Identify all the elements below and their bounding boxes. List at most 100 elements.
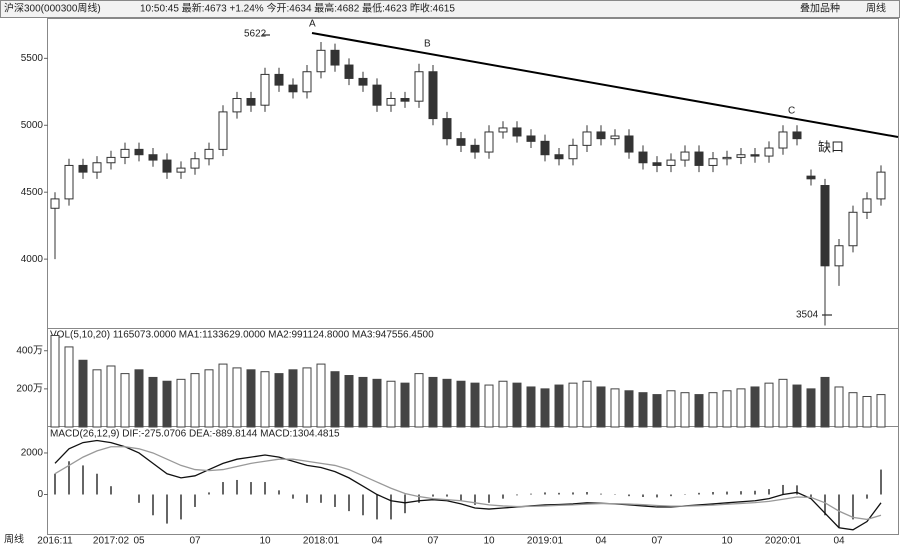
- y-tick-label: 5500: [21, 53, 44, 64]
- volume-bar: [106, 365, 116, 428]
- x-tick-label: 2020:01: [765, 536, 802, 547]
- y-tick-label: 200万: [16, 384, 43, 395]
- volume-bar: [302, 367, 312, 428]
- candle-body: [470, 144, 480, 153]
- candle-body: [596, 131, 606, 140]
- candle-body: [722, 156, 732, 160]
- volume-bar: [624, 390, 634, 428]
- candle-body: [764, 147, 774, 157]
- candle-body: [708, 158, 718, 166]
- candle-body: [260, 73, 270, 106]
- volume-bar: [372, 378, 382, 428]
- volume-bar: [526, 386, 536, 428]
- volume-bar: [120, 373, 130, 428]
- volume-bar: [176, 378, 186, 428]
- candle-body: [330, 49, 340, 66]
- candle-body: [92, 162, 102, 173]
- header-overlay[interactable]: 叠加品种: [800, 2, 840, 15]
- trend-line: [311, 32, 899, 138]
- x-tick-label: 07: [189, 536, 201, 547]
- x-tick-label: 2017:02: [93, 536, 130, 547]
- volume-bar: [50, 334, 60, 428]
- macd-line: [54, 439, 882, 531]
- candle-body: [218, 111, 228, 150]
- volume-bar: [64, 346, 74, 428]
- header-quote: 10:50:45 最新:4673 +1.24% 今开:4634 最高:4682 …: [140, 2, 455, 15]
- candle-body: [246, 98, 256, 106]
- volume-bar: [610, 388, 620, 428]
- volume-bar: [442, 378, 452, 428]
- volume-bar: [876, 394, 886, 428]
- volume-bar: [820, 376, 830, 428]
- candle-body: [638, 151, 648, 164]
- candle-body: [358, 77, 368, 86]
- candle-body: [876, 171, 886, 200]
- volume-bar: [778, 378, 788, 428]
- volume-bar: [498, 380, 508, 428]
- header-title: 沪深300(000300周线): [4, 2, 101, 15]
- candle-body: [526, 135, 536, 142]
- volume-bar: [162, 380, 172, 428]
- candle-body: [120, 148, 130, 158]
- macd-line: [54, 446, 882, 521]
- volume-bar: [260, 371, 270, 428]
- volume-bar: [190, 373, 200, 428]
- volume-bar: [484, 384, 494, 428]
- candle-body: [302, 71, 312, 93]
- candle-body: [582, 131, 592, 146]
- candle-body: [78, 164, 88, 173]
- volume-bar: [680, 392, 690, 428]
- volume-bar: [666, 390, 676, 428]
- volume-bar: [834, 386, 844, 428]
- volume-bar: [288, 369, 298, 428]
- volume-bar: [134, 369, 144, 428]
- volume-bar: [316, 363, 326, 428]
- volume-bar: [554, 384, 564, 428]
- annotation: B: [424, 39, 431, 50]
- candle-body: [134, 148, 144, 156]
- candle-body: [64, 164, 74, 200]
- x-tick-label: 10: [721, 536, 733, 547]
- volume-bar: [792, 384, 802, 428]
- candle-body: [736, 154, 746, 158]
- volume-bar: [750, 386, 760, 428]
- annotation: 5622: [244, 29, 267, 40]
- volume-bar: [428, 376, 438, 428]
- x-tick-label: 2018:01: [303, 536, 340, 547]
- volume-bar: [736, 388, 746, 428]
- candle-body: [148, 154, 158, 161]
- volume-legend: VOL(5,10,20) 1165073.0000 MA1:1133629.00…: [50, 330, 434, 341]
- volume-bar: [414, 373, 424, 428]
- volume-bar: [78, 359, 88, 428]
- macd-legend: MACD(26,12,9) DIF:-275.0706 DEA:-889.814…: [50, 429, 340, 440]
- volume-bar: [148, 376, 158, 428]
- header-period[interactable]: 周线: [866, 2, 886, 15]
- candle-body: [190, 158, 200, 169]
- volume-bar: [456, 380, 466, 428]
- volume-bar: [722, 390, 732, 428]
- annotation: 缺口: [818, 139, 844, 154]
- volume-bar: [358, 376, 368, 428]
- candle-body: [820, 185, 830, 267]
- annotation: A: [309, 19, 316, 30]
- volume-bar: [568, 382, 578, 428]
- volume-bar: [652, 394, 662, 428]
- candle-body: [484, 131, 494, 153]
- candle-body: [176, 167, 186, 173]
- volume-bar: [92, 369, 102, 428]
- candle-body: [666, 159, 676, 166]
- candle-body: [498, 127, 508, 133]
- candle-body: [778, 131, 788, 149]
- volume-bar: [512, 382, 522, 428]
- x-tick-label: 10: [483, 536, 495, 547]
- volume-bar: [218, 363, 228, 428]
- volume-bar: [246, 369, 256, 428]
- candle-body: [344, 64, 354, 79]
- x-axis-name: 周线: [4, 533, 24, 546]
- candle-body: [624, 135, 634, 153]
- candle-body: [106, 156, 116, 164]
- candle-body: [610, 135, 620, 140]
- x-tick-label: 04: [371, 536, 383, 547]
